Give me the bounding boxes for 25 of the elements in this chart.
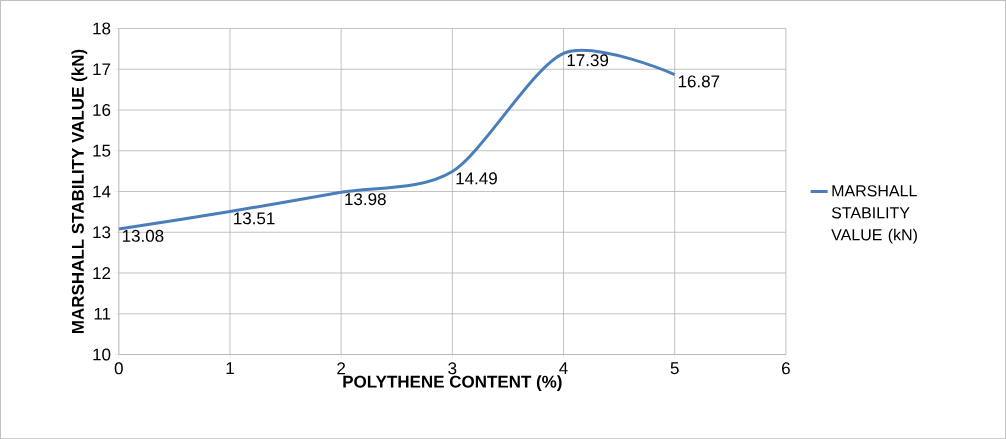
legend-label: MARSHALL STABILITY VALUE (kN): [831, 185, 917, 244]
x-tick-label: 6: [782, 362, 790, 375]
x-tick-label: 3: [448, 362, 457, 375]
x-tick-label: 1: [226, 362, 234, 374]
x-tick-label: 4: [559, 362, 568, 374]
x-tick-label: 2: [337, 362, 346, 375]
data-label: 16.87: [678, 75, 720, 88]
x-axis-title: POLYTHENE CONTENT (%): [343, 375, 562, 391]
y-tick-label: 17: [93, 63, 111, 75]
y-tick-label: 15: [93, 144, 111, 157]
y-tick-label: 10: [93, 348, 111, 361]
y-tick-label: 16: [93, 103, 111, 116]
data-label: 14.49: [456, 172, 497, 185]
y-tick-label: 14: [93, 185, 111, 198]
data-label: 17.39: [567, 54, 609, 67]
x-tick-label: 5: [670, 362, 679, 375]
y-tick-label: 11: [94, 307, 111, 320]
data-label: 13.98: [345, 193, 386, 206]
data-label: 13.08: [122, 229, 164, 242]
x-tick-label: 0: [114, 362, 123, 375]
y-tick-label: 12: [93, 266, 111, 279]
y-tick-label: 18: [93, 22, 111, 35]
data-label: 13.51: [234, 212, 275, 225]
y-axis-title: MARSHALL STABILITY VALUE (kN): [71, 49, 88, 333]
y-tick-label: 13: [93, 226, 111, 239]
